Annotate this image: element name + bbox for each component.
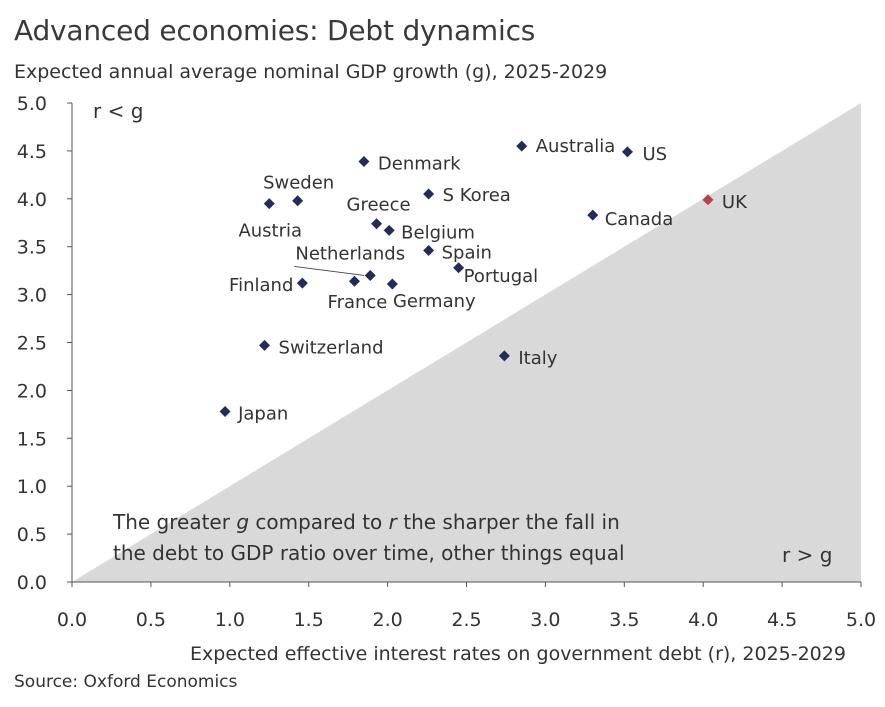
y-tick-label: 1.0 [17,476,47,498]
data-point-uk [702,194,714,206]
point-label-sweden: Sweden [263,173,334,194]
data-point-germany [386,278,398,290]
data-point-france [348,275,360,287]
annotation-g: g [236,510,249,534]
x-tick-label: 0.0 [57,609,87,631]
point-label-finland: Finland [229,275,293,296]
x-tick-label: 5.0 [846,609,876,631]
point-label-s-korea: S Korea [443,185,511,206]
y-tick-label: 4.5 [17,141,47,163]
annotation-text: The greater [112,510,236,534]
x-tick-label: 1.5 [294,609,324,631]
annotation-r: r [389,510,399,534]
x-tick-label: 2.5 [451,609,481,631]
data-point-switzerland [259,339,271,351]
x-tick-label: 2.0 [372,609,402,631]
data-point-netherlands [364,269,376,281]
data-point-finland [296,277,308,289]
y-tick-label: 5.0 [17,93,47,115]
x-tick-label: 4.5 [767,609,797,631]
x-tick-label: 0.5 [136,609,166,631]
annotation-text: compared to [249,510,389,534]
chart-title: Advanced economies: Debt dynamics [14,14,536,47]
y-tick-label: 3.5 [17,237,47,259]
data-point-italy [498,350,510,362]
x-axis-title: Expected effective interest rates on gov… [190,643,846,665]
x-tick-label: 4.0 [688,609,718,631]
annotation-text: the sharper the fall in [397,510,620,534]
r-greater-than-g-region [72,103,861,582]
data-point-denmark [358,155,370,167]
data-point-portugal [453,262,465,274]
point-label-canada: Canada [605,209,674,230]
y-tick-label: 0.0 [17,572,47,594]
point-label-portugal: Portugal [464,266,539,287]
point-label-uk: UK [722,192,748,213]
region-label-r-less-than-g: r < g [93,99,143,123]
point-label-austria: Austria [238,221,302,242]
data-point-sweden [292,195,304,207]
data-point-canada [587,209,599,221]
point-label-france: France [328,292,388,313]
data-point-japan [219,405,231,417]
point-label-belgium: Belgium [401,222,475,243]
point-labels: Australia US Denmark S Korea UK Sweden Austria… [229,136,748,424]
data-point-us [621,146,633,158]
netherlands-leader-line [294,265,365,276]
point-label-switzerland: Switzerland [279,337,384,358]
y-tick-label: 1.5 [17,428,47,450]
data-point-greece [371,218,383,230]
x-tick-label: 3.5 [609,609,639,631]
y-tick-label: 0.5 [17,524,47,546]
point-label-spain: Spain [442,243,492,264]
point-label-japan: Japan [237,403,288,424]
data-point-s-korea [423,188,435,200]
point-label-netherlands: Netherlands [295,243,405,264]
data-point-spain [423,245,435,257]
point-label-denmark: Denmark [378,153,461,174]
y-axis-title: Expected annual average nominal GDP grow… [14,61,608,83]
point-label-germany: Germany [393,291,476,312]
point-label-italy: Italy [518,348,557,369]
annotation-line-1: The greater g compared to r the sharper … [112,510,620,534]
x-tick-label: 3.0 [530,609,560,631]
y-tick-label: 2.0 [17,380,47,402]
x-axis-ticks: 0.0 0.5 1.0 1.5 2.0 2.5 3.0 3.5 4.0 4.5 5.0 [57,582,876,631]
point-label-greece: Greece [347,195,411,216]
y-tick-label: 2.5 [17,333,47,355]
data-point-belgium [383,224,395,236]
data-point-austria [263,198,275,210]
data-points [219,140,714,417]
y-axis-ticks: 0.0 0.5 1.0 1.5 2.0 2.5 3.0 3.5 4.0 4.5 5.0 [17,93,72,594]
point-label-australia: Australia [536,136,616,157]
y-tick-label: 3.0 [17,285,47,307]
region-label-r-greater-than-g: r > g [782,543,832,567]
source-note: Source: Oxford Economics [14,672,238,692]
x-tick-label: 1.0 [215,609,245,631]
annotation-line-2: the debt to GDP ratio over time, other t… [113,541,625,565]
y-tick-label: 4.0 [17,189,47,211]
data-point-australia [516,140,528,152]
point-label-us: US [642,144,667,165]
